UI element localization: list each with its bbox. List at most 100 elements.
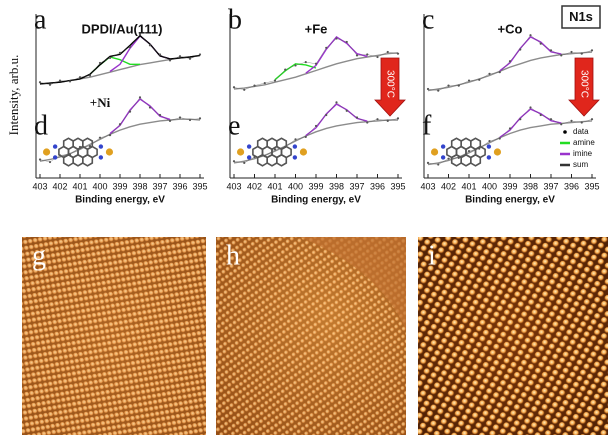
data-point [345,109,348,112]
y-axis-label: Intensity, arb.u. [6,55,21,136]
x-tick-label: 397 [152,181,167,191]
data-point [549,118,553,121]
data-point [488,72,491,75]
data-point [108,134,112,137]
data-point [355,116,359,119]
data-point [148,44,152,47]
x-tick-label: 399 [502,181,517,191]
ring [72,137,84,151]
data-point [457,84,460,87]
data-point [148,106,152,109]
panel-letter: g [32,240,46,271]
nitrogen [52,144,58,149]
fit-curve [109,98,171,135]
data-point [325,113,328,117]
metal-atom [105,148,114,156]
data-point [314,62,318,65]
x-tick-label: 395 [390,181,405,191]
stm-texture [418,237,608,435]
data-point [158,113,162,117]
data-point [325,46,328,49]
x-tick-label: 396 [564,181,579,191]
data-point [314,124,318,128]
data-point [437,89,440,92]
annotation: +Ni [90,95,111,110]
fit-curve [233,52,399,90]
nitrogen [246,144,252,149]
data-point [498,137,501,140]
data-point [366,121,369,124]
data-point [253,84,256,87]
nitrogen [246,155,252,160]
data-point [168,119,172,122]
data-point [447,84,450,87]
data-point [128,110,132,113]
annotation: DPDI/Au(111) [82,21,163,36]
x-tick-label: 397 [543,181,558,191]
data-point [560,123,563,126]
panel-letter: c [422,4,434,35]
metal-atom [493,148,502,156]
data-point [560,54,563,57]
x-tick-label: 400 [92,181,107,191]
label-box [561,5,601,29]
x-tick-label: 399 [112,181,127,191]
data-point [447,157,450,160]
x-tick-label: 400 [288,181,303,191]
fit-curve [274,63,317,81]
x-tick-label: 403 [226,181,241,191]
box-label: N1s [569,9,593,24]
arrow-label: 300°C [578,70,589,98]
ring [72,153,84,167]
fit-curve [499,108,562,138]
nitrogen [486,144,492,149]
data-point [118,123,122,126]
data-point [570,50,573,54]
data-point [78,76,82,79]
stm-domain [300,237,406,330]
data-point [426,161,430,164]
ring [82,137,94,151]
data-point [355,54,359,57]
ring [266,153,278,167]
data-point [590,49,594,52]
data-point [519,48,522,51]
fit-curve [305,35,368,74]
data-point [376,118,379,121]
data-point [570,119,573,122]
data-point [108,56,112,59]
x-tick-label: 398 [132,181,147,191]
metal-atom [236,148,245,156]
panel-letter: h [226,240,240,271]
data-point [88,74,92,77]
stm-image-h: h [216,237,406,435]
data-point [273,79,277,82]
ring [256,137,269,151]
data-point [539,113,542,117]
data-point [498,71,501,74]
x-tick-label: 395 [192,181,207,191]
legend-label: imine [573,149,593,158]
ring [275,137,288,151]
nitrogen [292,155,298,160]
data-point [273,148,277,151]
data-point [284,68,287,71]
data-point [38,81,42,84]
data-point [198,117,202,120]
x-axis-label: Binding energy, eV [465,195,555,206]
data-point [529,34,532,37]
data-point [232,160,236,163]
data-point [304,60,307,64]
fit-curve [305,103,368,137]
panel-letter: e [228,110,240,141]
panel-letter: a [34,4,47,35]
ring [266,137,278,151]
ring [62,153,74,167]
x-tick-label: 398 [329,181,344,191]
x-tick-label: 401 [72,181,87,191]
data-point [396,52,400,55]
x-tick-label: 395 [584,181,599,191]
ring [460,153,472,167]
data-point [508,127,512,130]
